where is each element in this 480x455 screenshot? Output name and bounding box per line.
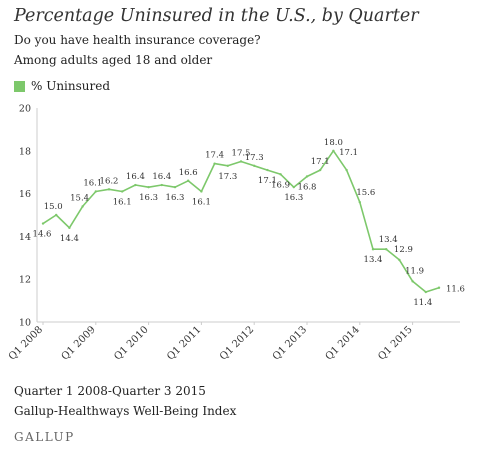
data-label: 13.4 [379,235,398,245]
data-point [437,286,441,289]
data-label: 11.9 [405,266,424,276]
x-tick-label: Q1 2014 [324,324,362,362]
data-point [200,190,203,193]
data-label: 16.4 [152,172,171,182]
data-label: 17.3 [245,153,264,163]
data-label: 15.6 [356,188,375,198]
y-tick-label: 14 [19,232,31,243]
data-point [292,185,295,189]
data-label: 15.4 [70,193,89,203]
y-tick-label: 18 [19,146,31,157]
x-tick-label: Q1 2010 [112,324,150,362]
chart-subtitle-question: Do you have health insurance coverage? [14,33,261,47]
data-label: 11.6 [446,284,465,294]
legend-swatch [14,80,25,92]
data-point [266,168,269,172]
data-label: 13.4 [364,255,383,265]
legend-label: % Uninsured [31,79,111,93]
data-point [173,185,177,189]
data-label: 16.3 [139,193,158,203]
data-point [147,185,150,189]
data-point [134,183,137,187]
data-label: 14.4 [60,234,79,244]
y-tick-label: 20 [19,104,31,115]
data-label: 16.3 [166,193,185,203]
data-label: 16.2 [100,176,119,186]
x-tick-label: Q1 2009 [60,324,98,362]
y-tick-label: 10 [19,318,31,329]
data-label: 17.1 [258,176,277,186]
data-point [226,164,229,167]
data-label: 16.1 [83,178,102,188]
data-point [68,226,71,230]
data-point [332,149,335,152]
data-point [94,190,98,193]
data-point [385,248,388,251]
data-label: 17.3 [218,172,237,182]
data-label: 11.4 [413,298,432,308]
data-label: 14.6 [33,230,52,240]
x-tick-label: Q1 2011 [165,324,203,362]
data-point [213,162,216,165]
data-point [424,290,427,294]
data-point [107,188,111,191]
chart-legend: % Uninsured [14,78,110,94]
x-tick-label: Q1 2013 [271,324,309,362]
data-point [253,164,256,167]
data-label: 16.3 [284,193,303,203]
data-label: 16.6 [179,168,198,178]
chart-subtitle-population: Among adults aged 18 and older [14,53,213,67]
data-point [279,173,282,176]
data-point [305,175,309,178]
data-label: 16.8 [298,182,317,192]
data-point [398,258,401,262]
data-label: 18.0 [324,138,343,148]
chart-title: Percentage Uninsured in the U.S., by Qua… [14,6,419,26]
data-label: 12.9 [394,245,413,255]
data-point [358,200,361,204]
data-point [81,205,84,208]
data-point [371,248,375,251]
data-point [239,160,243,163]
data-label: 17.5 [232,149,251,159]
series-line-uninsured [42,150,440,293]
y-tick-label: 12 [19,275,31,286]
data-point [187,179,190,182]
data-point [411,280,414,283]
data-point [160,183,163,187]
data-label: 17.1 [339,148,358,158]
data-label: 16.1 [192,197,211,207]
data-label: 16.1 [113,197,132,207]
data-point [345,168,348,172]
data-point [319,168,322,172]
gallup-logo: GALLUP [14,430,75,444]
data-label: 16.9 [271,180,290,190]
data-label: 16.4 [126,172,145,182]
data-point [121,190,124,193]
x-tick-label: Q1 2012 [218,324,256,362]
data-point [41,222,45,225]
x-tick-label: Q1 2015 [376,324,414,362]
x-tick-label: Q1 2008 [7,324,45,362]
footer-source: Gallup-Healthways Well-Being Index [14,404,237,418]
y-tick-label: 16 [19,189,31,200]
data-label: 15.0 [44,202,63,212]
footer-date-range: Quarter 1 2008-Quarter 3 2015 [14,384,206,398]
data-label: 17.1 [311,157,330,167]
data-point [55,213,58,217]
data-label: 17.4 [205,151,224,161]
